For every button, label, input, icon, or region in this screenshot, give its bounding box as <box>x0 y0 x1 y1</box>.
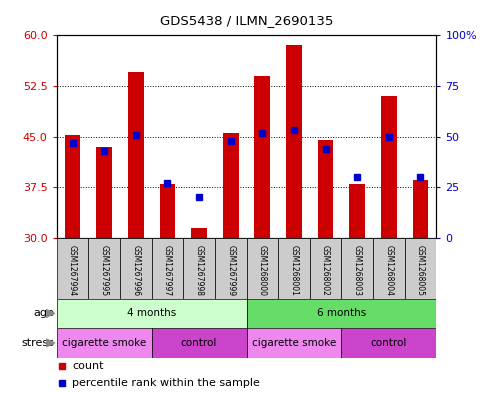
Bar <box>223 133 239 238</box>
Bar <box>88 238 120 299</box>
Bar <box>160 184 176 238</box>
Bar <box>215 238 246 299</box>
Bar <box>341 238 373 299</box>
Bar <box>57 328 152 358</box>
Bar <box>310 238 341 299</box>
Text: GSM1267999: GSM1267999 <box>226 245 235 296</box>
Text: GSM1267994: GSM1267994 <box>68 245 77 296</box>
Bar <box>278 238 310 299</box>
Bar <box>381 96 397 238</box>
Text: GDS5438 / ILMN_2690135: GDS5438 / ILMN_2690135 <box>160 14 333 27</box>
Text: GSM1267995: GSM1267995 <box>100 245 108 296</box>
Text: GSM1267996: GSM1267996 <box>131 245 141 296</box>
Bar <box>405 238 436 299</box>
Bar <box>152 328 246 358</box>
Text: GSM1268005: GSM1268005 <box>416 245 425 296</box>
Text: GSM1268002: GSM1268002 <box>321 245 330 296</box>
Text: GSM1267997: GSM1267997 <box>163 245 172 296</box>
Text: 6 months: 6 months <box>317 309 366 318</box>
Text: 4 months: 4 months <box>127 309 176 318</box>
Text: control: control <box>181 338 217 348</box>
Text: GSM1268004: GSM1268004 <box>385 245 393 296</box>
Bar <box>246 299 436 328</box>
Bar <box>120 238 152 299</box>
Bar <box>183 238 215 299</box>
Text: cigarette smoke: cigarette smoke <box>62 338 146 348</box>
Bar <box>65 135 80 238</box>
Text: percentile rank within the sample: percentile rank within the sample <box>72 378 260 388</box>
Bar <box>413 180 428 238</box>
Bar <box>96 147 112 238</box>
Bar <box>350 184 365 238</box>
Text: GSM1268000: GSM1268000 <box>258 245 267 296</box>
Bar <box>152 238 183 299</box>
Text: stress: stress <box>21 338 54 348</box>
Bar <box>57 299 246 328</box>
Bar <box>246 238 278 299</box>
Text: count: count <box>72 362 104 371</box>
Bar <box>246 328 341 358</box>
Text: control: control <box>371 338 407 348</box>
Bar <box>317 140 333 238</box>
Text: GSM1268003: GSM1268003 <box>352 245 362 296</box>
Bar <box>341 328 436 358</box>
Bar <box>254 76 270 238</box>
Text: GSM1267998: GSM1267998 <box>195 245 204 296</box>
Bar <box>128 72 143 238</box>
Bar <box>373 238 405 299</box>
Text: age: age <box>34 309 54 318</box>
Text: GSM1268001: GSM1268001 <box>289 245 298 296</box>
Text: cigarette smoke: cigarette smoke <box>252 338 336 348</box>
Bar <box>191 228 207 238</box>
Bar <box>286 46 302 238</box>
Bar <box>57 238 88 299</box>
